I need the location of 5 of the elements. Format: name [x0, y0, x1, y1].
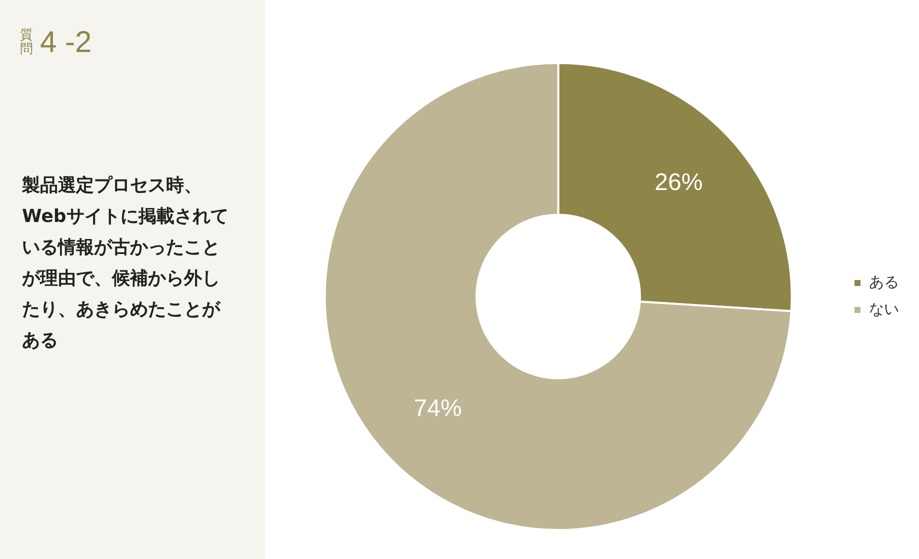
data-label: 26%: [654, 169, 703, 196]
text: 製品選定プロセス時、Webサイトに掲載されている情報が古かったことが理由で、候補から外したり、あきらめたことがある: [22, 174, 230, 353]
legend-label: ない: [869, 300, 899, 318]
data-label: 74%: [414, 395, 462, 422]
legend-label: ある: [869, 272, 899, 291]
